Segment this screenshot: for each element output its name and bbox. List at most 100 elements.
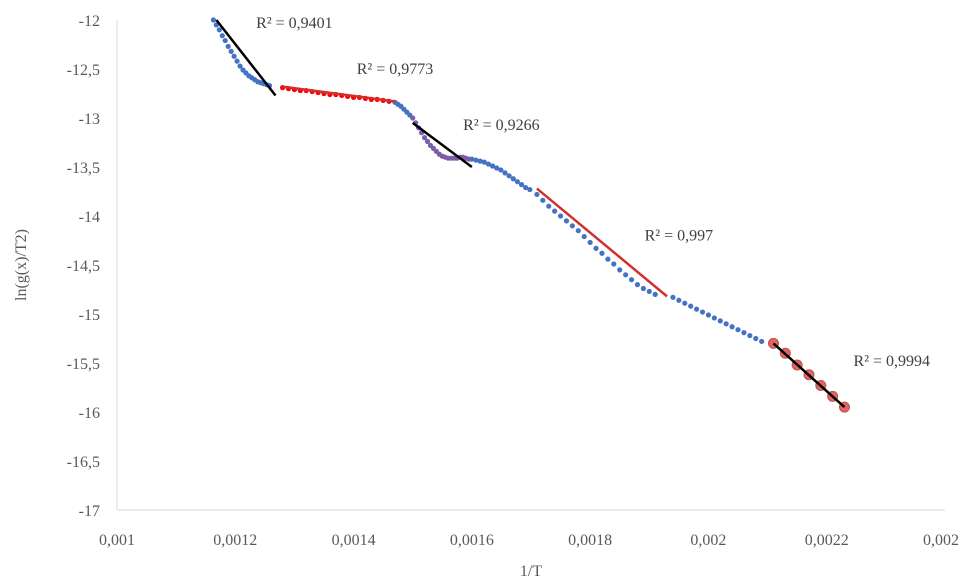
data-point	[634, 282, 641, 288]
x-tick-label: 0,001	[99, 532, 135, 549]
axes	[116, 20, 945, 511]
data-point	[234, 58, 240, 64]
y-tick-label: -12,5	[67, 62, 100, 79]
y-tick-label: -13	[79, 111, 100, 128]
data-point	[741, 330, 747, 336]
data-point	[506, 173, 512, 179]
data-point	[489, 163, 496, 169]
data-point	[231, 53, 237, 59]
x-tick-label: 0,002	[690, 532, 726, 549]
data-point	[605, 256, 611, 262]
data-point	[514, 179, 520, 185]
data-point	[421, 135, 428, 141]
data-point	[623, 272, 629, 278]
y-tick-labels: -12 -12,5 -13 -13,5 -14 -14,5 -15 -15,5 -16 -16,5…	[67, 13, 100, 520]
r2-annotation: R² = 0,9401	[256, 15, 333, 32]
data-point	[510, 176, 516, 182]
data-point	[640, 285, 646, 292]
data-point	[527, 186, 533, 193]
data-point	[481, 159, 487, 165]
data-point	[557, 213, 564, 219]
data-point	[523, 184, 529, 191]
data-point	[711, 315, 717, 321]
y-tick-label: -14	[79, 209, 100, 226]
data-point	[747, 332, 753, 339]
data-point	[593, 245, 599, 251]
data-point	[225, 43, 231, 50]
data-point	[676, 297, 682, 303]
data-point	[237, 63, 243, 69]
data-point	[216, 27, 222, 33]
x-tick-labels: 0,001 0,0012 0,0014 0,0016 0,0018 0,002 0,0022…	[99, 532, 959, 549]
data-point	[494, 165, 500, 171]
data-point	[688, 303, 694, 309]
data-point	[210, 17, 217, 23]
data-point	[694, 306, 700, 312]
data-point	[581, 233, 587, 240]
data-point	[540, 197, 546, 203]
data-point	[759, 338, 765, 345]
trendlines	[215, 19, 846, 409]
data-point	[552, 208, 558, 214]
data-point	[611, 261, 617, 267]
r2-annotation: R² = 0,9266	[463, 117, 540, 134]
y-tick-label: -15	[79, 307, 100, 324]
data-point	[575, 228, 581, 234]
x-axis-title: 1/T	[520, 563, 542, 580]
x-tick-label: 0,0012	[213, 532, 257, 549]
y-tick-label: -16,5	[67, 454, 100, 471]
data-point	[723, 321, 729, 327]
data-point	[502, 170, 508, 176]
data-point	[670, 294, 676, 300]
data-point	[735, 327, 741, 333]
data-point	[518, 182, 525, 188]
x-tick-label: 0,0022	[805, 532, 849, 549]
y-tick-label: -13,5	[67, 160, 100, 177]
y-tick-label: -12	[79, 13, 100, 30]
r2-annotation: R² = 0,997	[645, 228, 714, 245]
trendline	[215, 19, 277, 97]
data-point	[628, 277, 635, 283]
data-point	[222, 37, 228, 44]
data-point	[705, 312, 712, 318]
y-axis-title: ln(g(x)/T2)	[13, 229, 30, 301]
r2-annotation: R² = 0,9773	[357, 61, 434, 78]
data-point	[534, 191, 540, 198]
x-tick-label: 0,0024	[923, 532, 959, 549]
y-tick-label: -16	[79, 405, 100, 422]
data-point	[563, 218, 570, 224]
data-point	[717, 318, 723, 324]
data-point	[646, 288, 652, 295]
data-point	[699, 309, 706, 315]
x-tick-label: 0,0018	[568, 532, 612, 549]
data-point	[652, 291, 658, 297]
trendline	[411, 121, 473, 169]
y-tick-label: -15,5	[67, 356, 100, 373]
data-point	[587, 239, 593, 246]
data-point	[498, 167, 504, 173]
x-tick-label: 0,0016	[450, 532, 494, 549]
data-points	[210, 17, 850, 413]
data-point	[410, 115, 416, 121]
y-tick-label: -17	[79, 503, 100, 520]
data-point	[219, 33, 225, 39]
r2-annotations: R² = 0,9401 R² = 0,9773 R² = 0,9266 R² = 0,…	[256, 15, 930, 370]
data-point	[682, 300, 688, 306]
data-point	[546, 203, 552, 209]
x-tick-label: 0,0014	[332, 532, 376, 549]
data-point	[477, 158, 483, 164]
data-point	[753, 335, 759, 342]
data-point	[569, 223, 576, 229]
y-tick-label: -14,5	[67, 258, 100, 275]
data-point	[473, 157, 479, 163]
trendline	[536, 187, 668, 298]
data-point	[729, 324, 735, 330]
data-point	[466, 156, 472, 162]
data-point	[617, 267, 623, 273]
trendline	[772, 342, 846, 409]
data-point	[424, 138, 431, 145]
data-point	[599, 250, 605, 256]
data-point	[485, 161, 492, 167]
